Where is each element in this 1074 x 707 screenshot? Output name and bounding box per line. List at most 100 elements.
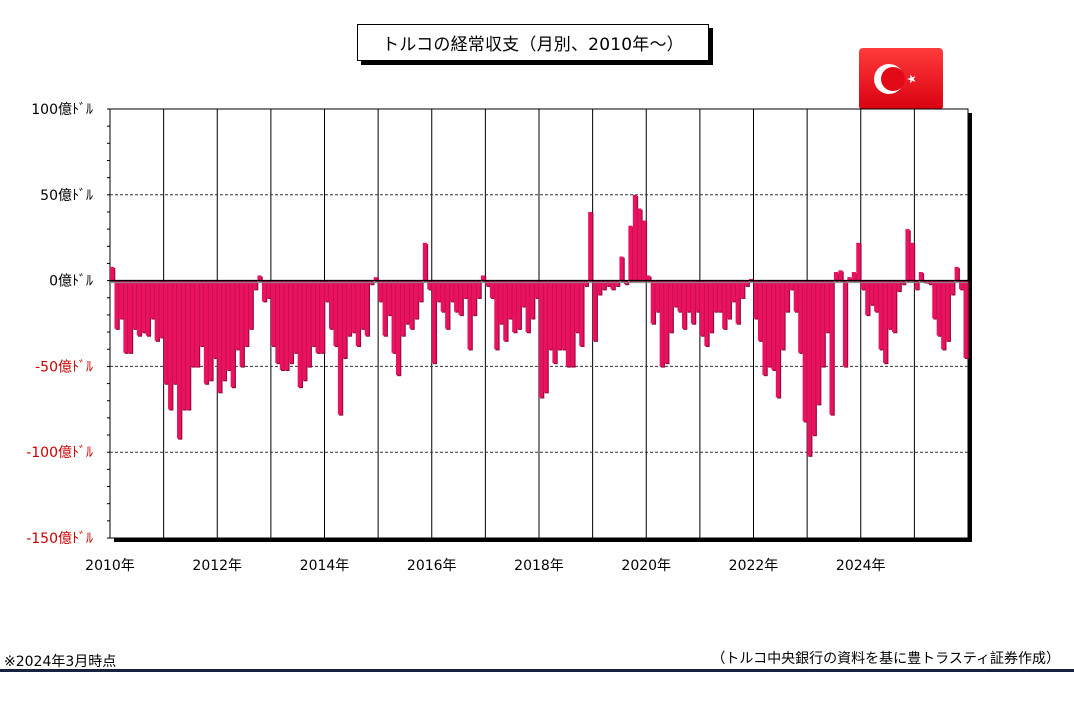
bar xyxy=(516,280,521,329)
bar xyxy=(132,280,137,329)
bar xyxy=(530,280,535,319)
bar xyxy=(539,280,544,398)
bar xyxy=(731,280,736,302)
bar xyxy=(396,280,401,375)
bar xyxy=(802,280,807,422)
bar xyxy=(619,256,624,281)
bar xyxy=(302,280,307,381)
bar xyxy=(816,280,821,405)
bar xyxy=(874,280,879,312)
source-note: （トルコ中央銀行の資料を基に豊トラスティ証券作成） xyxy=(711,651,1060,667)
bar xyxy=(896,280,901,291)
bar xyxy=(601,280,606,290)
bar xyxy=(172,280,177,384)
bar xyxy=(963,280,968,358)
bar xyxy=(342,280,347,358)
bar xyxy=(288,280,293,363)
bar xyxy=(632,194,637,281)
bar xyxy=(659,280,664,367)
bar xyxy=(655,280,660,312)
bar xyxy=(306,280,311,367)
bar xyxy=(297,280,302,387)
bar xyxy=(713,280,718,312)
bar xyxy=(382,280,387,336)
bar xyxy=(838,270,843,281)
y-tick-label: 50億ﾄﾞﾙ xyxy=(40,188,93,204)
bar xyxy=(445,280,450,329)
y-tick-label: 0億ﾄﾞﾙ xyxy=(49,274,93,290)
bar xyxy=(820,280,825,367)
bar xyxy=(668,280,673,333)
x-tick-label: 2010年 xyxy=(85,558,135,574)
bar xyxy=(847,277,852,281)
bar xyxy=(579,280,584,346)
bar xyxy=(476,280,481,298)
bar xyxy=(686,280,691,312)
bar xyxy=(793,280,798,312)
bar xyxy=(422,242,427,281)
bar xyxy=(775,280,780,398)
bar xyxy=(485,280,490,286)
bar xyxy=(163,280,168,384)
bar xyxy=(217,280,222,393)
bar xyxy=(865,280,870,315)
bar xyxy=(154,280,159,341)
bar xyxy=(909,242,915,281)
bar xyxy=(212,280,217,358)
bar xyxy=(682,280,687,329)
bar xyxy=(239,280,244,367)
bar xyxy=(856,242,861,281)
footer-divider xyxy=(0,669,1074,672)
bar xyxy=(320,280,325,353)
bar xyxy=(722,280,727,329)
bar xyxy=(458,280,463,315)
current-account-chart: 100億ﾄﾞﾙ 50億ﾄﾞﾙ 0億ﾄﾞﾙ -50億ﾄﾞﾙ -100億ﾄﾞﾙ -150億ﾄﾞ… xyxy=(26,102,972,574)
bar xyxy=(378,280,383,302)
bar xyxy=(825,280,830,333)
bar xyxy=(851,272,856,281)
bar xyxy=(498,280,503,324)
bar xyxy=(690,280,696,324)
bar xyxy=(333,280,338,346)
bar xyxy=(360,280,365,329)
x-tick-label: 2020年 xyxy=(621,558,671,574)
turkey-flag-icon xyxy=(859,48,943,110)
bar xyxy=(284,280,289,370)
bar xyxy=(637,208,642,281)
bar xyxy=(221,280,226,381)
bar xyxy=(753,280,758,319)
bar xyxy=(762,280,767,375)
bar xyxy=(190,280,195,367)
bar xyxy=(664,280,669,363)
bar xyxy=(311,280,316,346)
chart-title: トルコの経常収支（月別、2010年～） xyxy=(357,24,709,61)
bar xyxy=(185,280,191,410)
bar xyxy=(404,280,410,324)
bar xyxy=(592,280,597,341)
bar xyxy=(373,277,378,281)
bar xyxy=(784,280,789,312)
x-tick-label: 2016年 xyxy=(407,558,457,574)
bar xyxy=(717,280,722,312)
bar xyxy=(471,280,477,315)
bar xyxy=(387,280,392,315)
bar xyxy=(780,280,785,350)
bar xyxy=(744,280,749,286)
bar xyxy=(708,280,713,333)
bar xyxy=(547,280,553,350)
bar xyxy=(449,280,454,302)
bar xyxy=(673,280,678,307)
bar xyxy=(168,280,173,410)
bar xyxy=(226,280,231,370)
bar xyxy=(905,229,910,281)
bar xyxy=(114,280,119,329)
bar xyxy=(543,280,548,393)
bar xyxy=(811,280,816,436)
bar xyxy=(833,272,839,281)
bar xyxy=(248,280,253,329)
bar xyxy=(695,280,700,312)
bar xyxy=(431,280,436,363)
bar xyxy=(749,278,754,281)
bar xyxy=(203,280,208,384)
bar xyxy=(521,280,526,307)
